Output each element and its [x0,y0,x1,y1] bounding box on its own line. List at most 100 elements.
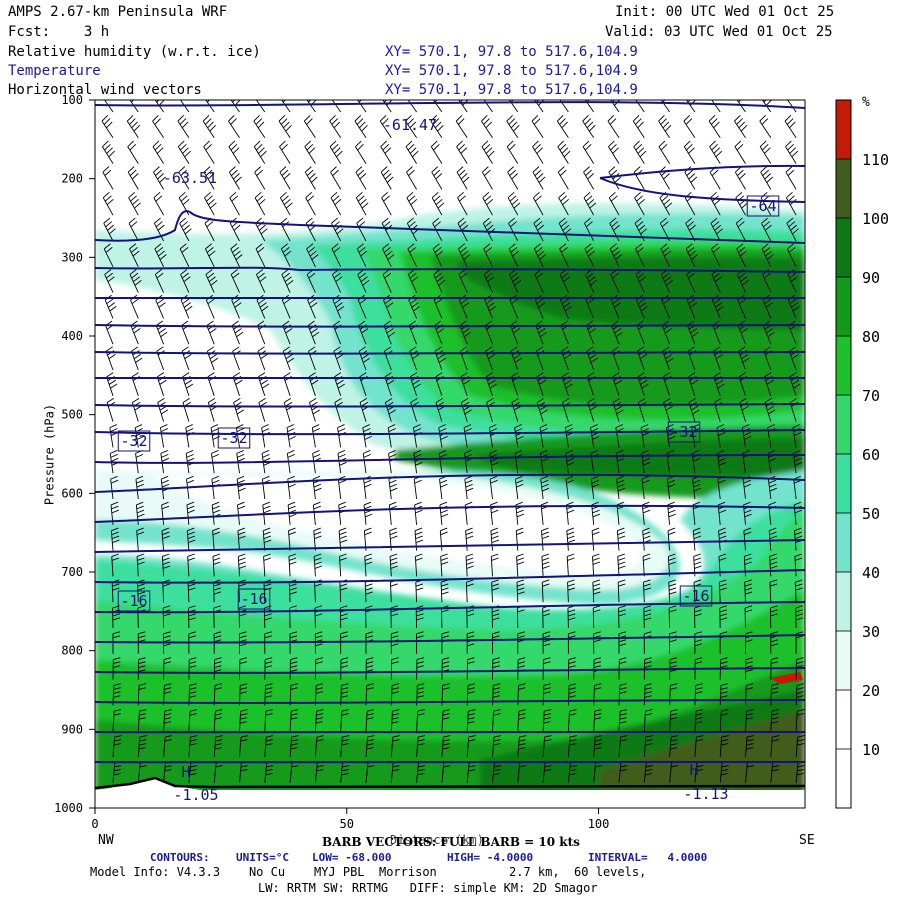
wind-barb [567,605,576,629]
contour-label: -63.51 [163,169,217,187]
left-end-label: NW [98,833,114,848]
wind-barb [441,735,451,758]
wind-barb [616,475,626,500]
temperature-contour-line [95,403,805,408]
wind-barb [481,166,493,190]
wind-barb [481,140,495,164]
wind-barb [339,553,347,577]
wind-barb [795,631,804,654]
colorbar-segment [836,159,851,218]
wind-barb [685,243,698,267]
wind-barb [484,294,497,319]
temperature-contour-line [95,473,805,493]
colorbar-segment [836,572,851,631]
wind-barb [735,191,749,216]
wind-barb [584,217,595,242]
wind-barb [691,450,701,474]
wind-barb [254,166,266,190]
wind-barb [539,424,548,448]
temperature-contour-line [95,504,805,523]
wind-barb [533,217,545,242]
x-tick-label: 0 [91,817,98,831]
wind-barb [440,553,449,577]
wind-barb [785,166,797,190]
wind-barb [456,166,470,190]
wind-barb [177,140,191,164]
wind-barb [153,166,166,190]
wind-barb [510,346,522,371]
wind-barb [583,166,595,190]
wind-barb [515,527,524,551]
wind-barb [770,709,779,732]
wind-barb [127,140,139,164]
wind-barb [416,631,424,654]
wind-barb [786,217,799,242]
wind-barb [658,140,670,164]
wind-barb [187,553,196,577]
x-axis: 0 50 100 [91,808,609,831]
wind-barb [314,709,324,732]
y-tick-label: 800 [61,644,83,658]
wind-barb [607,114,620,139]
wind-barb [492,709,501,732]
wind-barb [102,191,114,216]
right-end-label: SE [799,833,815,848]
wind-barb [253,114,266,139]
wind-barb [582,140,595,164]
wind-barb [643,579,651,603]
wind-barb [744,579,753,603]
wind-barb [137,735,147,758]
wind-barb [709,140,723,164]
wind-barb [786,243,797,267]
field-temp-coords: XY= 570.1, 97.8 to 517.6,104.9 [385,63,638,79]
wind-barb [415,605,424,629]
wind-barb [180,269,191,293]
wind-barb [465,553,474,577]
wind-barb [128,217,139,242]
wind-barb [185,424,195,448]
wind-barb [745,735,755,758]
wind-barb [719,709,729,732]
wind-barb [416,735,426,758]
wind-barb [517,735,527,758]
wind-barb [608,140,620,164]
wind-barb [745,709,754,732]
wind-barb [456,140,468,164]
field-rh-coords: XY= 570.1, 97.8 to 517.6,104.9 [385,44,638,60]
wind-barb [632,114,645,139]
wind-barb [405,114,417,139]
wind-barb [161,527,170,551]
wind-barb [787,100,797,113]
wind-barb [590,475,600,500]
colorbar-segment [836,513,851,572]
wind-barb [542,735,552,758]
temperature-contour-line [95,351,805,355]
colorbar-segment [836,277,851,336]
wind-barb [204,243,216,267]
colorbar-label: 50 [862,505,880,523]
colorbar: 10 20 30 40 50 60 70 80 90 100 110% [835,95,889,809]
contour-label-box [679,585,713,607]
wind-barb [694,709,704,732]
wind-barb [288,527,296,551]
wind-barb [406,191,418,216]
wind-barb [660,243,671,267]
colorbar-segment [836,395,851,454]
wind-barb [482,191,494,216]
wind-barb [517,631,525,654]
wind-barb [213,631,222,654]
wind-barb [541,527,550,551]
wind-barb [213,657,222,680]
wind-barb [354,114,368,139]
wind-barb [759,140,772,164]
contour-label: -64 [749,197,776,215]
wind-barb [289,709,299,732]
colorbar-segment [836,336,851,395]
temperature-contour-line [95,761,805,764]
wind-barb [339,579,348,603]
wind-barb [491,579,500,603]
wind-barb [542,709,552,732]
x-tick-label: 50 [340,817,354,831]
wind-barb [465,579,474,603]
